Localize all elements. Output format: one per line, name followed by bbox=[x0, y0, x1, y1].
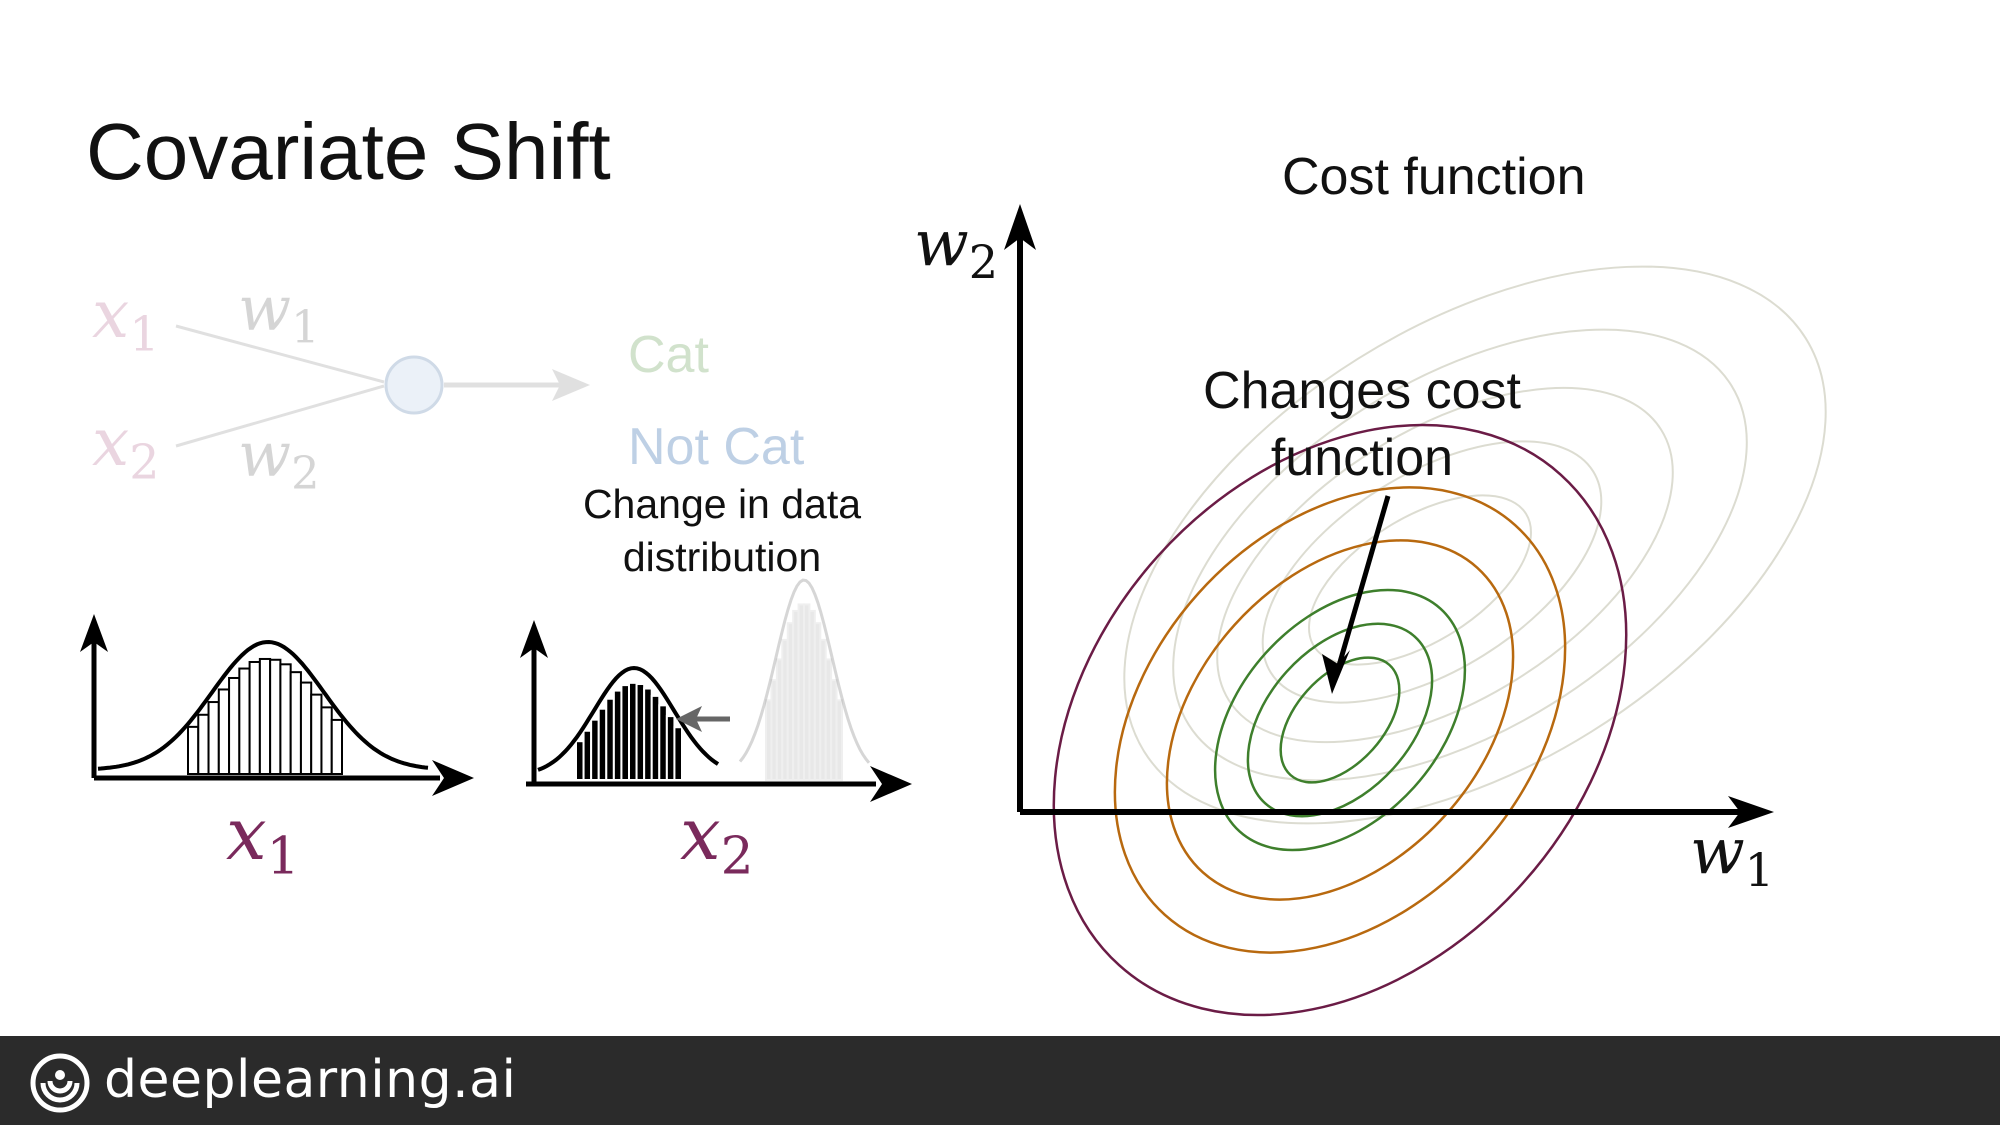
deeplearning-logo-icon bbox=[30, 1053, 90, 1113]
histogram-x2-shifted-bar-0 bbox=[575, 740, 585, 782]
histogram-x2-shifted-bar-11 bbox=[658, 704, 668, 781]
histogram-x2-original-bar-9 bbox=[813, 622, 822, 781]
cost-x-axis-label: w1 bbox=[1690, 815, 1775, 897]
histogram-x2-x-arrowhead bbox=[870, 766, 912, 802]
histogram-x2-y-arrowhead bbox=[520, 620, 548, 658]
footer-bar: deeplearning.ai bbox=[0, 1036, 2000, 1125]
histogram-x2-shifted-bar-7 bbox=[628, 681, 638, 782]
brand-name: deeplearning.ai bbox=[104, 1050, 517, 1110]
histogram-x1-bars bbox=[187, 657, 344, 776]
output-arrowhead bbox=[552, 369, 590, 401]
histogram-x1-bar-11 bbox=[299, 681, 313, 775]
histogram-x2-shifted-bar-13 bbox=[673, 726, 684, 782]
original-contour-4 bbox=[1308, 494, 1532, 666]
histogram-x2-shifted-bar-10 bbox=[650, 694, 661, 781]
histogram-x1-x-arrowhead bbox=[432, 760, 474, 796]
histogram-x2-original-bar-6 bbox=[797, 603, 805, 781]
histogram-x2-shifted-bars bbox=[575, 681, 684, 782]
histogram-x1-bar-8 bbox=[269, 658, 282, 775]
shifted-contour-1 bbox=[1113, 486, 1567, 954]
shifted-contour-4 bbox=[1246, 622, 1434, 818]
histogram-x1-bar-14 bbox=[330, 718, 344, 776]
histogram-x1-axis-label: x1 bbox=[226, 792, 300, 887]
original-contour-0 bbox=[1123, 265, 1827, 825]
histogram-x1-bar-9 bbox=[279, 663, 292, 775]
changes-cost-annotation: Changes cost function bbox=[1203, 362, 1521, 487]
histogram-x2-original-bar-10 bbox=[819, 638, 827, 782]
input-x2-label: x2 bbox=[92, 404, 160, 491]
neuron-node bbox=[384, 355, 444, 415]
cost-function-title: Cost function bbox=[1282, 148, 1586, 206]
histogram-x1-bar-4 bbox=[228, 676, 241, 775]
annotation-arrow-line bbox=[1333, 495, 1391, 677]
contour-lines bbox=[1052, 265, 1827, 1017]
weight-w2-label: w2 bbox=[238, 418, 320, 500]
histogram-x2-shifted-bar-6 bbox=[620, 684, 631, 782]
histogram-x1-bar-10 bbox=[289, 671, 302, 775]
histogram-x2-axis-label: x2 bbox=[680, 792, 754, 887]
slide-title: Covariate Shift bbox=[86, 107, 611, 196]
cost-function-plot bbox=[1004, 204, 1827, 1017]
histogram-x2-original-bars bbox=[765, 603, 843, 782]
edge-x1-node bbox=[175, 324, 385, 384]
histogram-x1-bar-5 bbox=[238, 667, 251, 776]
histogram-x2-original-bar-3 bbox=[781, 638, 789, 782]
histogram-x1-bar-12 bbox=[310, 693, 323, 776]
histogram-x2-shifted-bar-1 bbox=[582, 729, 593, 782]
shifted-contour-2 bbox=[1165, 539, 1515, 901]
histogram-x2-shifted-bar-5 bbox=[612, 689, 623, 782]
shifted-contour-0 bbox=[1052, 423, 1628, 1017]
histogram-x1-bar-3 bbox=[217, 688, 231, 776]
change-data-annotation: Change in data distribution bbox=[582, 481, 862, 581]
histogram-x2-shifted-bar-3 bbox=[597, 707, 608, 782]
original-contour-2 bbox=[1216, 386, 1674, 744]
histogram-x2-original-curve bbox=[738, 578, 871, 764]
histogram-x2-original-bar-13 bbox=[835, 699, 843, 781]
histogram-x2-original-bar-12 bbox=[830, 679, 838, 782]
histogram-x1-curve bbox=[97, 639, 429, 771]
cost-x-arrowhead bbox=[1728, 796, 1774, 828]
histogram-x2-original-bar-4 bbox=[786, 622, 795, 781]
histogram-x2-shifted-bar-12 bbox=[665, 715, 676, 781]
histogram-x2-shifted-bar-2 bbox=[590, 718, 600, 782]
histogram-x1-bar-6 bbox=[248, 660, 261, 775]
histogram-x1-bar-2 bbox=[207, 701, 220, 776]
histogram-x1-bar-0 bbox=[187, 725, 200, 776]
cost-y-arrowhead bbox=[1004, 204, 1036, 250]
shifted-contour-5 bbox=[1279, 656, 1401, 784]
cost-y-axis-label: w2 bbox=[914, 207, 999, 289]
histogram-x2-shifted-curve bbox=[537, 665, 720, 772]
histogram-x1 bbox=[80, 614, 474, 796]
histogram-x2-shifted-bar-4 bbox=[605, 697, 615, 782]
histogram-x2-original-bar-7 bbox=[803, 603, 811, 781]
original-contour-1 bbox=[1172, 328, 1748, 782]
histogram-x2-original-bar-0 bbox=[765, 699, 773, 781]
histogram-x2 bbox=[520, 578, 912, 802]
shifted-contour-3 bbox=[1213, 588, 1467, 852]
histogram-x1-y-arrowhead bbox=[80, 614, 108, 652]
histogram-x1-bar-7 bbox=[258, 657, 272, 776]
edge-x2-node bbox=[175, 384, 385, 448]
histogram-x2-shifted-bar-9 bbox=[643, 687, 653, 781]
histogram-x2-original-bar-2 bbox=[775, 658, 784, 782]
output-not-cat-label: Not Cat bbox=[628, 418, 805, 476]
histogram-x2-original-bar-1 bbox=[770, 679, 778, 782]
histogram-x2-original-bar-11 bbox=[824, 658, 833, 782]
histogram-x2-shifted-bar-8 bbox=[635, 683, 646, 781]
input-x1-label: x1 bbox=[92, 276, 160, 363]
histogram-x1-bar-13 bbox=[320, 706, 333, 776]
histogram-x1-bar-1 bbox=[197, 713, 210, 775]
annotation-arrowhead bbox=[1322, 650, 1350, 694]
histogram-x2-original-bar-5 bbox=[792, 609, 800, 782]
shift-arrowhead bbox=[676, 706, 702, 732]
histogram-x2-original-bar-8 bbox=[808, 609, 816, 782]
output-cat-label: Cat bbox=[628, 326, 709, 384]
weight-w1-label: w1 bbox=[238, 272, 320, 354]
